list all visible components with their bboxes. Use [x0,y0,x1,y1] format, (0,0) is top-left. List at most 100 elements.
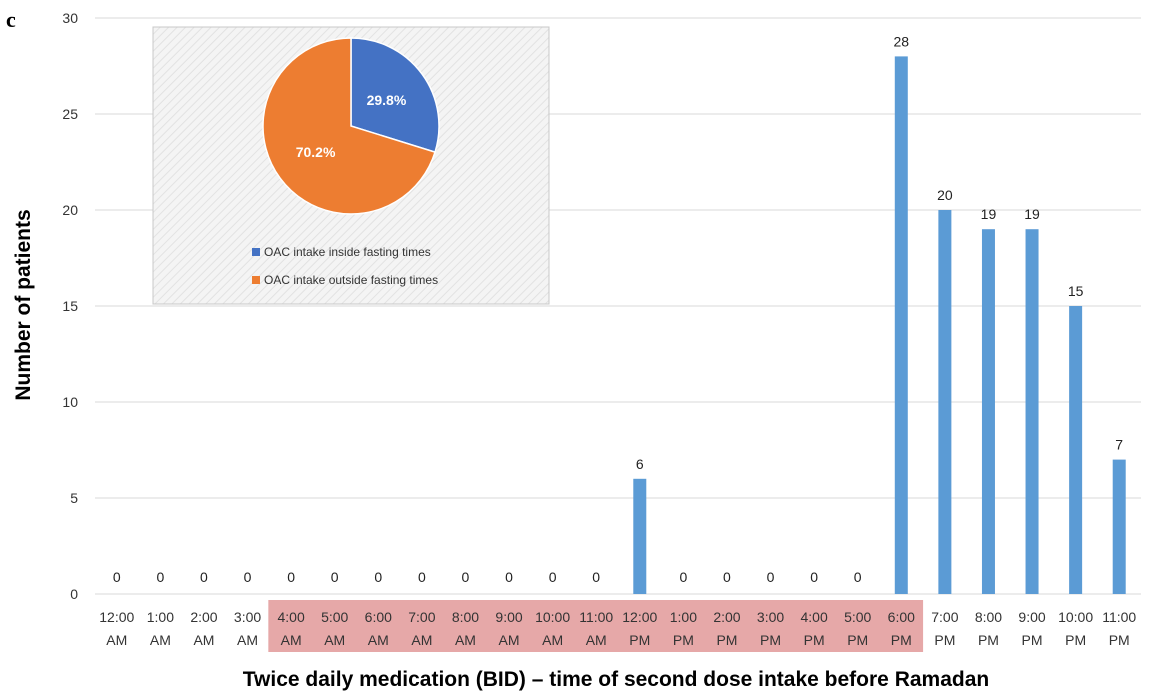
x-tick-label: 8:00 [452,609,479,625]
x-tick-label: 2:00 [190,609,217,625]
data-label: 6 [636,456,644,472]
bar [894,56,908,594]
x-tick-label: AM [411,632,432,648]
x-tick-label: 12:00 [622,609,657,625]
x-tick-label: PM [978,632,999,648]
x-tick-label: PM [629,632,650,648]
panel-letter: c [6,7,16,32]
x-tick-label: 6:00 [365,609,392,625]
bar [981,229,995,594]
x-tick-label: PM [1109,632,1130,648]
data-label: 19 [1024,206,1040,222]
data-label: 0 [767,569,775,585]
x-tick-label: PM [934,632,955,648]
y-tick-label: 5 [70,490,78,506]
x-axis-label: Twice daily medication (BID) – time of s… [243,668,989,691]
y-tick-label: 25 [62,106,78,122]
data-label: 0 [418,569,426,585]
x-tick-label: 10:00 [1058,609,1093,625]
pie-slice [350,37,440,154]
y-tick-label: 20 [62,202,78,218]
legend-label: OAC intake outside fasting times [264,273,438,287]
pie-slice [262,37,436,215]
y-tick-label: 15 [62,298,78,314]
data-label: 0 [723,569,731,585]
data-label: 0 [374,569,382,585]
data-label: 0 [810,569,818,585]
x-tick-label: 1:00 [670,609,697,625]
x-tick-label: PM [673,632,694,648]
data-label: 0 [854,569,862,585]
y-tick-label: 30 [62,10,78,26]
x-tick-label: AM [106,632,127,648]
pie-slice-label: 29.8% [367,92,407,108]
bar [1069,306,1083,594]
data-labels: 0 0 0 0 0 0 0 0 0 0 0 0 6 0 0 0 0 0 28 20 19 19 15 7 [113,33,1123,585]
data-label: 19 [981,206,997,222]
pie-slice-label: 70.2% [296,144,336,160]
pie-legend: OAC intake inside fasting times OAC intak… [252,245,438,287]
x-tick-label: 5:00 [844,609,871,625]
x-tick-label: 4:00 [801,609,828,625]
bar [633,478,647,594]
x-tick-label: AM [237,632,258,648]
x-tick-label: 3:00 [234,609,261,625]
x-tick-label: 8:00 [975,609,1002,625]
x-tick-label: 9:00 [495,609,522,625]
x-axis-ticks: 12:00 AM 1:00 AM 2:00 AM 3:00 AM 4:00 AM 5:00 AM 6:0… [99,609,1136,648]
y-tick-label: 10 [62,394,78,410]
bars [633,56,1126,594]
x-tick-label: PM [1022,632,1043,648]
x-tick-label: PM [760,632,781,648]
data-label: 20 [937,187,953,203]
data-label: 0 [113,569,121,585]
pie-chart: 29.8% 70.2% [262,37,440,215]
data-label: 0 [462,569,470,585]
pie-inset: 29.8% 70.2% OAC intake inside fasting tim… [152,26,550,305]
legend-swatch [252,248,260,256]
data-label: 0 [244,569,252,585]
data-label: 15 [1068,283,1084,299]
data-label: 0 [592,569,600,585]
x-tick-label: PM [847,632,868,648]
x-tick-label: 9:00 [1018,609,1045,625]
y-tick-label: 0 [70,586,78,602]
gridlines [95,17,1141,595]
legend-label: OAC intake inside fasting times [264,245,431,259]
x-tick-label: 7:00 [931,609,958,625]
x-tick-label: AM [542,632,563,648]
x-tick-label: PM [1065,632,1086,648]
legend-swatch [252,276,260,284]
x-tick-label: 11:00 [579,609,613,625]
fasting-highlight-band [268,600,924,652]
data-label: 0 [200,569,208,585]
x-tick-label: AM [499,632,520,648]
x-tick-label: 2:00 [713,609,740,625]
data-label: 7 [1115,437,1123,453]
data-label: 0 [549,569,557,585]
x-tick-label: 1:00 [147,609,174,625]
x-tick-label: AM [150,632,171,648]
x-tick-label: AM [193,632,214,648]
highlight-band [268,600,924,652]
bar [1025,229,1039,594]
x-tick-label: PM [804,632,825,648]
x-tick-label: 12:00 [99,609,134,625]
x-tick-label: 6:00 [888,609,915,625]
x-tick-label: AM [455,632,476,648]
x-tick-label: AM [281,632,302,648]
data-label: 0 [505,569,513,585]
x-tick-label: PM [716,632,737,648]
x-tick-label: AM [586,632,607,648]
data-label: 0 [679,569,687,585]
x-tick-label: 7:00 [408,609,435,625]
x-tick-label: AM [324,632,345,648]
x-tick-label: AM [368,632,389,648]
data-label: 28 [894,33,910,49]
y-axis-ticks: 0 5 10 15 20 25 30 [62,10,78,602]
data-label: 0 [156,569,164,585]
x-tick-label: 10:00 [535,609,570,625]
data-label: 0 [331,569,339,585]
y-axis-label: Number of patients [12,209,35,400]
